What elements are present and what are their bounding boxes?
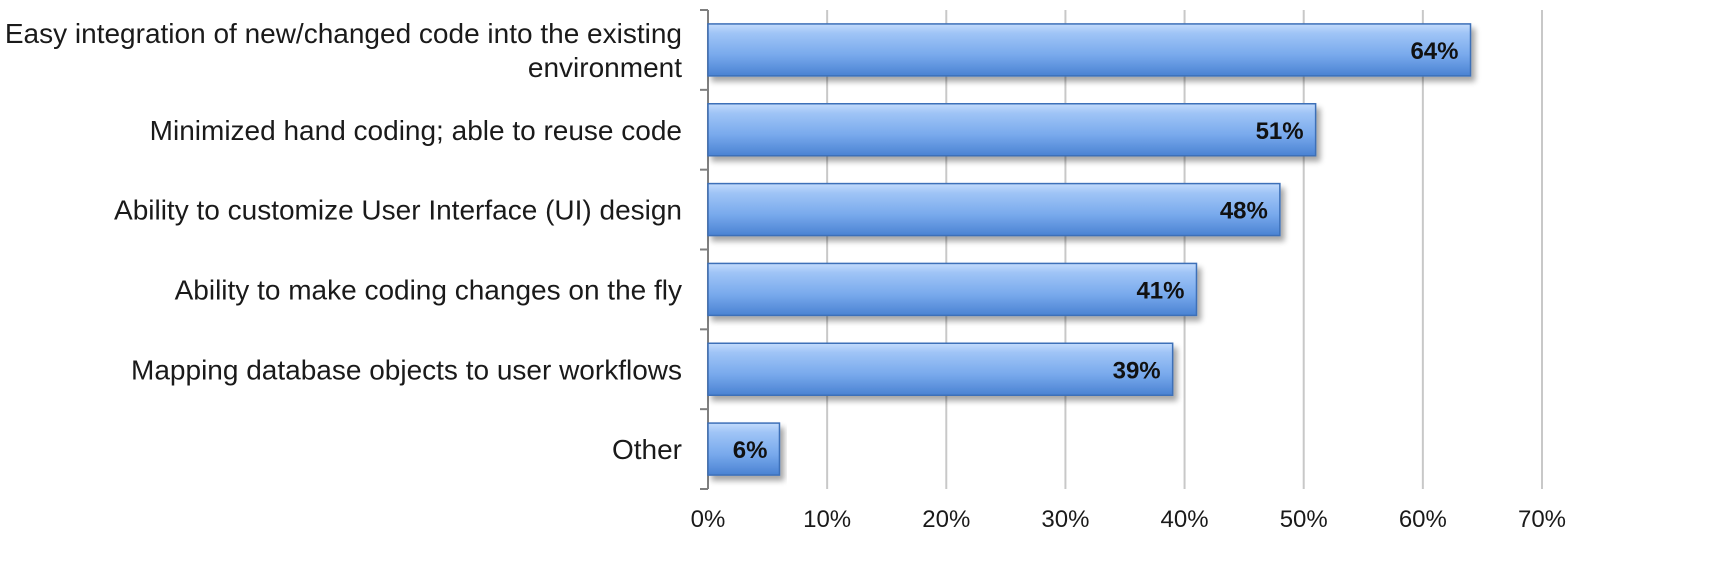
bar xyxy=(708,184,1280,236)
category-label-line: Ability to customize User Interface (UI)… xyxy=(114,195,682,226)
x-tick-labels: 0% 10% 20% 30% 40% 50% 60% 70% xyxy=(691,506,1566,533)
data-label: 39% xyxy=(1113,357,1161,384)
category-label: Ability to customize User Interface (UI)… xyxy=(114,195,682,226)
category-label-line: Other xyxy=(612,434,682,465)
category-label: Ability to make coding changes on the fl… xyxy=(175,274,682,305)
x-tick-label: 60% xyxy=(1399,506,1447,533)
x-tick-label: 30% xyxy=(1041,506,1089,533)
data-label: 64% xyxy=(1410,38,1458,65)
category-label-line: Minimized hand coding; able to reuse cod… xyxy=(150,115,682,146)
bar xyxy=(708,104,1316,156)
data-label: 48% xyxy=(1220,198,1268,225)
category-label: Minimized hand coding; able to reuse cod… xyxy=(150,115,682,146)
data-label: 51% xyxy=(1256,118,1304,145)
x-tick-label: 70% xyxy=(1518,506,1566,533)
data-labels: 64% 51% 48% 41% 39% 6% xyxy=(733,38,1459,464)
x-tick-label: 20% xyxy=(922,506,970,533)
category-label-line: Mapping database objects to user workflo… xyxy=(131,354,682,385)
x-tick-label: 40% xyxy=(1161,506,1209,533)
category-label: Mapping database objects to user workflo… xyxy=(131,354,682,385)
bar xyxy=(708,343,1173,395)
data-label: 41% xyxy=(1136,277,1184,304)
category-label: Easy integration of new/changed code int… xyxy=(5,18,682,83)
category-label: Other xyxy=(612,434,682,465)
gridlines xyxy=(827,10,1542,489)
x-tick-label: 0% xyxy=(691,506,726,533)
category-labels: Easy integration of new/changed code int… xyxy=(5,18,682,465)
bar xyxy=(708,263,1196,315)
bar xyxy=(708,24,1471,76)
category-label-line: environment xyxy=(528,52,682,83)
category-label-line: Ability to make coding changes on the fl… xyxy=(175,274,682,305)
category-axis xyxy=(700,10,708,489)
bars xyxy=(708,24,1471,475)
category-label-line: Easy integration of new/changed code int… xyxy=(5,18,682,49)
data-label: 6% xyxy=(733,437,768,464)
x-tick-label: 10% xyxy=(803,506,851,533)
x-tick-label: 50% xyxy=(1280,506,1328,533)
